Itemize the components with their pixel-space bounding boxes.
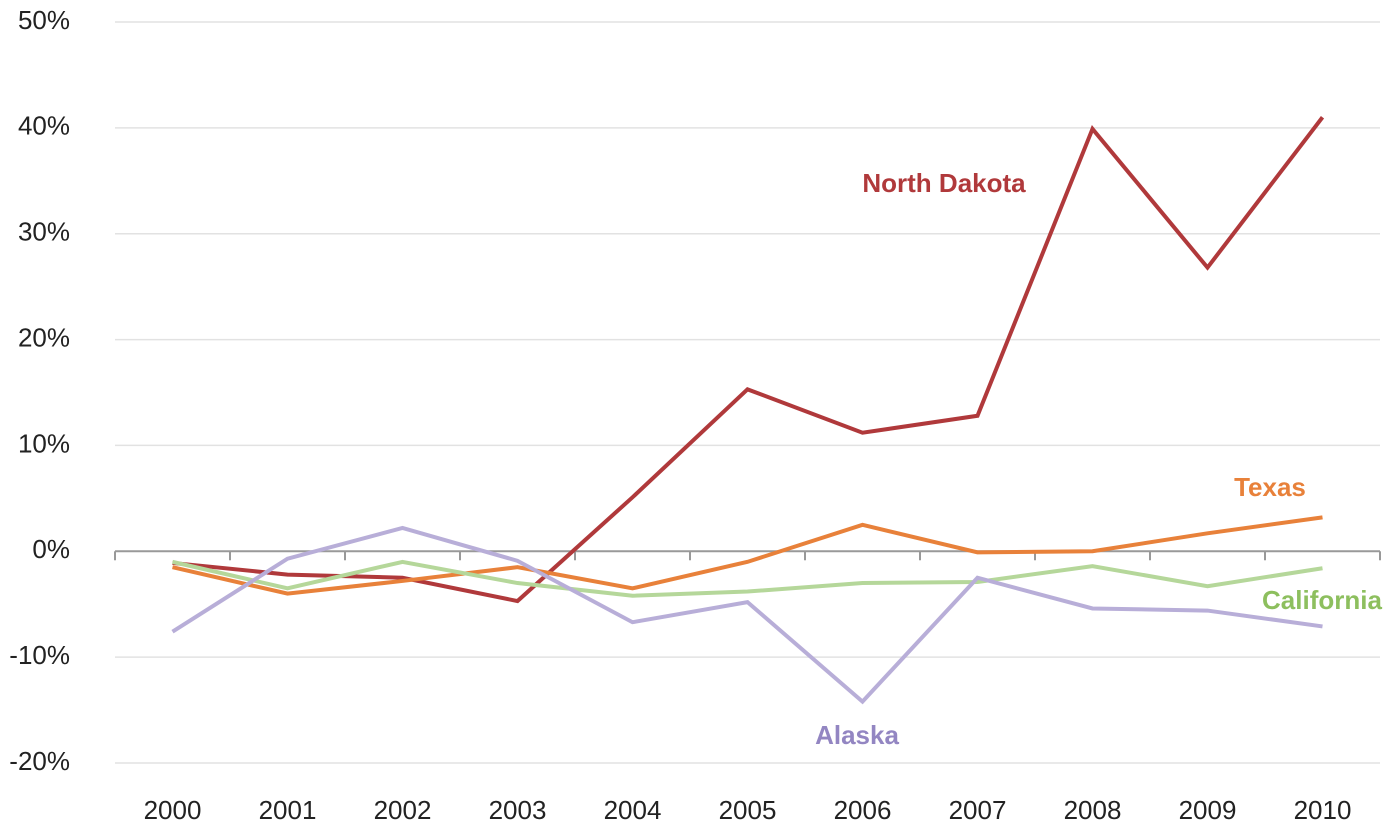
series-label: California — [1262, 585, 1382, 615]
y-tick-label: 10% — [18, 428, 70, 458]
y-tick-label: -20% — [9, 746, 70, 776]
y-tick-label: 20% — [18, 322, 70, 352]
x-tick-label: 2004 — [604, 795, 662, 825]
x-tick-label: 2007 — [949, 795, 1007, 825]
series-label: North Dakota — [862, 168, 1026, 198]
series-line — [171, 525, 1323, 705]
y-tick-label: 50% — [18, 5, 70, 35]
series-line — [172, 116, 1325, 604]
y-tick-label: -10% — [9, 640, 70, 670]
y-tick-label: 0% — [32, 534, 70, 564]
y-tick-label: 30% — [18, 217, 70, 247]
x-tick-label: 2002 — [374, 795, 432, 825]
series-label: Alaska — [815, 720, 899, 750]
x-tick-label: 2000 — [144, 795, 202, 825]
x-tick-label: 2006 — [834, 795, 892, 825]
x-tick-label: 2005 — [719, 795, 777, 825]
y-tick-label: 40% — [18, 111, 70, 141]
series-label: Texas — [1234, 472, 1306, 502]
x-tick-label: 2009 — [1179, 795, 1237, 825]
x-tick-label: 2010 — [1294, 795, 1352, 825]
x-tick-label: 2001 — [259, 795, 317, 825]
x-tick-label: 2003 — [489, 795, 547, 825]
x-tick-label: 2008 — [1064, 795, 1122, 825]
series-line — [172, 515, 1323, 596]
series-line — [172, 559, 1323, 598]
